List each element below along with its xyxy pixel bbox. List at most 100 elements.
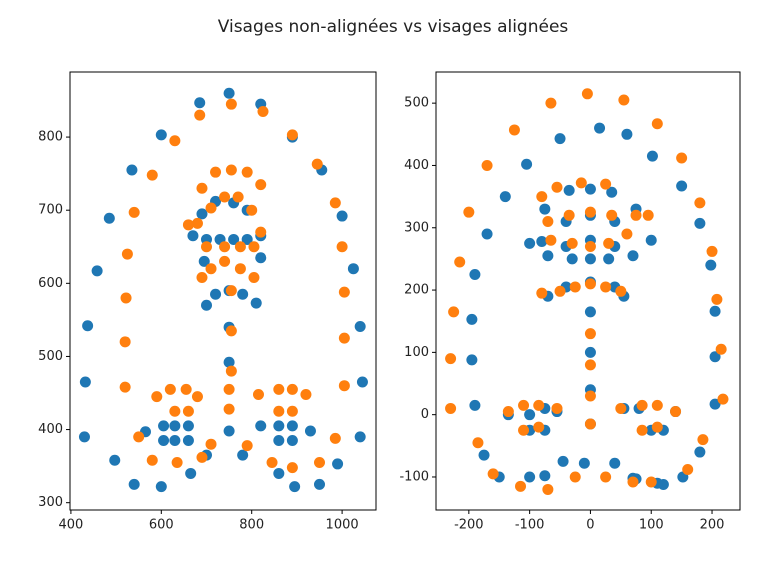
scatter-point bbox=[584, 306, 596, 318]
scatter-point bbox=[252, 388, 264, 400]
scatter-point bbox=[524, 237, 536, 249]
scatter-point bbox=[645, 234, 657, 246]
scatter-point bbox=[210, 288, 222, 300]
scatter-point bbox=[338, 286, 350, 298]
scatter-point bbox=[594, 122, 606, 134]
scatter-point bbox=[126, 164, 138, 176]
scatter-point bbox=[581, 88, 593, 100]
scatter-point bbox=[273, 405, 285, 417]
scatter-point bbox=[286, 129, 298, 141]
scatter-point bbox=[347, 263, 359, 275]
scatter-point bbox=[518, 424, 530, 436]
scatter-point bbox=[205, 202, 217, 214]
scatter-point bbox=[225, 98, 237, 110]
scatter-point bbox=[508, 124, 520, 136]
scatter-point bbox=[219, 191, 231, 203]
scatter-point bbox=[651, 118, 663, 130]
scatter-point bbox=[182, 435, 194, 447]
scatter-point bbox=[566, 237, 578, 249]
scatter-point bbox=[257, 105, 269, 117]
scatter-point bbox=[223, 425, 235, 437]
scatter-point bbox=[219, 241, 231, 253]
y-tick-label: 500 bbox=[404, 96, 429, 111]
scatter-point bbox=[584, 346, 596, 358]
scatter-point bbox=[250, 297, 262, 309]
scatter-point bbox=[697, 434, 709, 446]
scatter-point bbox=[314, 478, 326, 490]
scatter-point bbox=[694, 446, 706, 458]
scatter-point bbox=[255, 179, 267, 191]
scatter-point bbox=[536, 287, 548, 299]
y-tick-label: 0 bbox=[421, 407, 429, 422]
scatter-point bbox=[158, 435, 170, 447]
scatter-point bbox=[606, 209, 618, 221]
scatter-point bbox=[158, 420, 170, 432]
scatter-point bbox=[241, 233, 253, 245]
scatter-point bbox=[286, 383, 298, 395]
scatter-point bbox=[651, 421, 663, 433]
scatter-point bbox=[201, 299, 213, 311]
scatter-point bbox=[715, 343, 727, 355]
scatter-point bbox=[706, 245, 718, 257]
scatter-point bbox=[338, 380, 350, 392]
scatter-point bbox=[171, 456, 183, 468]
scatter-point bbox=[329, 197, 341, 209]
scatter-point bbox=[578, 457, 590, 469]
scatter-point bbox=[651, 399, 663, 411]
scatter-point bbox=[289, 481, 301, 493]
scatter-point bbox=[584, 278, 596, 290]
y-tick-label: 400 bbox=[38, 422, 63, 437]
x-tick-label: -100 bbox=[515, 518, 545, 533]
y-tick-label: 700 bbox=[38, 203, 63, 218]
scatter-point bbox=[286, 462, 298, 474]
scatter-point bbox=[338, 332, 350, 344]
x-tick-label: -200 bbox=[454, 518, 484, 533]
scatter-point bbox=[336, 241, 348, 253]
scatter-point bbox=[169, 135, 181, 147]
scatter-point bbox=[223, 403, 235, 415]
x-tick-label: 800 bbox=[239, 518, 264, 533]
scatter-point bbox=[603, 237, 615, 249]
scatter-point bbox=[445, 353, 457, 365]
y-tick-label: 800 bbox=[38, 130, 63, 145]
scatter-point bbox=[196, 182, 208, 194]
scatter-point bbox=[133, 431, 145, 443]
scatter-point bbox=[584, 390, 596, 402]
scatter-point bbox=[151, 391, 163, 403]
scatter-point bbox=[539, 203, 551, 215]
scatter-point bbox=[478, 449, 490, 461]
scatter-point bbox=[223, 87, 235, 99]
scatter-point bbox=[615, 402, 627, 414]
scatter-point bbox=[210, 166, 222, 178]
scatter-point bbox=[79, 376, 91, 388]
scatter-point bbox=[255, 252, 267, 264]
scatter-point bbox=[524, 471, 536, 483]
scatter-point bbox=[600, 178, 612, 190]
scatter-point bbox=[627, 250, 639, 262]
scatter-point bbox=[311, 158, 323, 170]
y-tick-label: 300 bbox=[38, 495, 63, 510]
x-tick-label: 200 bbox=[700, 518, 725, 533]
scatter-point bbox=[499, 191, 511, 203]
scatter-point bbox=[255, 226, 267, 238]
scatter-point bbox=[584, 328, 596, 340]
scatter-point bbox=[621, 128, 633, 140]
scatter-point bbox=[273, 383, 285, 395]
x-tick-label: 400 bbox=[58, 518, 83, 533]
scatter-point bbox=[542, 216, 554, 228]
scatter-point bbox=[536, 235, 548, 247]
figure-title: Visages non-alignées vs visages alignées bbox=[218, 17, 569, 37]
scatter-point bbox=[600, 471, 612, 483]
scatter-point bbox=[472, 437, 484, 449]
scatter-point bbox=[717, 393, 729, 405]
scatter-point bbox=[709, 351, 721, 363]
scatter-point bbox=[232, 191, 244, 203]
scatter-point bbox=[237, 288, 249, 300]
scatter-point bbox=[630, 209, 642, 221]
scatter-point bbox=[694, 217, 706, 229]
scatter-point bbox=[228, 233, 240, 245]
scatter-point bbox=[454, 256, 466, 268]
scatter-point bbox=[248, 271, 260, 283]
